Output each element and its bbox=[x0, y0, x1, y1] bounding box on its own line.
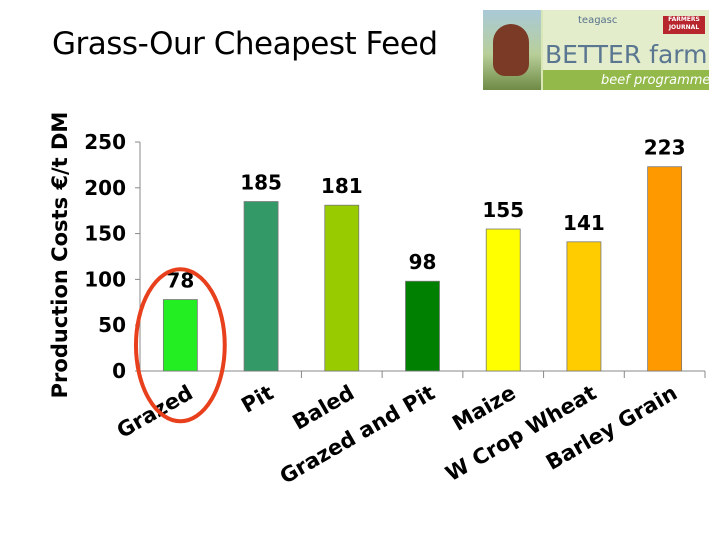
category-label: Grazed bbox=[113, 381, 197, 443]
beef-programme-tagline: beef programme bbox=[601, 73, 709, 88]
bar bbox=[405, 280, 440, 372]
bar-value-label: 181 bbox=[321, 174, 363, 198]
bar bbox=[162, 299, 198, 372]
better-farm-wordmark: BETTER farm bbox=[545, 40, 708, 69]
y-tick-label: 100 bbox=[84, 267, 126, 291]
category-label: Pit bbox=[237, 381, 277, 418]
bar-value-label: 223 bbox=[644, 136, 686, 160]
y-tick-label: 200 bbox=[84, 176, 126, 200]
y-tick-label: 50 bbox=[98, 313, 126, 337]
bar bbox=[243, 201, 279, 372]
cow-photo bbox=[483, 10, 541, 90]
y-tick-label: 150 bbox=[84, 222, 126, 246]
bar-value-label: 185 bbox=[240, 171, 282, 195]
teagasc-logo-text: teagasc bbox=[578, 15, 618, 26]
bars bbox=[162, 166, 683, 372]
y-axis: 0 50 100 150 200 250 bbox=[84, 130, 141, 383]
bar bbox=[324, 204, 360, 372]
y-tick-label: 0 bbox=[112, 359, 126, 383]
highlight-ellipse bbox=[133, 267, 227, 424]
slide-title: Grass-Our Cheapest Feed bbox=[52, 26, 438, 62]
y-axis-title: Production Costs €/t DM bbox=[48, 112, 72, 399]
bar-value-label: 98 bbox=[409, 250, 437, 274]
bar bbox=[647, 166, 683, 372]
y-tick-label: 250 bbox=[84, 130, 126, 154]
farmers-journal-badge: FARMERS JOURNAL bbox=[663, 16, 705, 34]
bar-value-label: 155 bbox=[482, 198, 524, 222]
bar bbox=[485, 228, 521, 372]
bar-value-label: 141 bbox=[563, 211, 605, 235]
bar bbox=[566, 241, 602, 372]
x-axis bbox=[139, 370, 706, 378]
better-farm-logo: teagasc FARMERS JOURNAL BETTER farm beef… bbox=[483, 10, 709, 90]
